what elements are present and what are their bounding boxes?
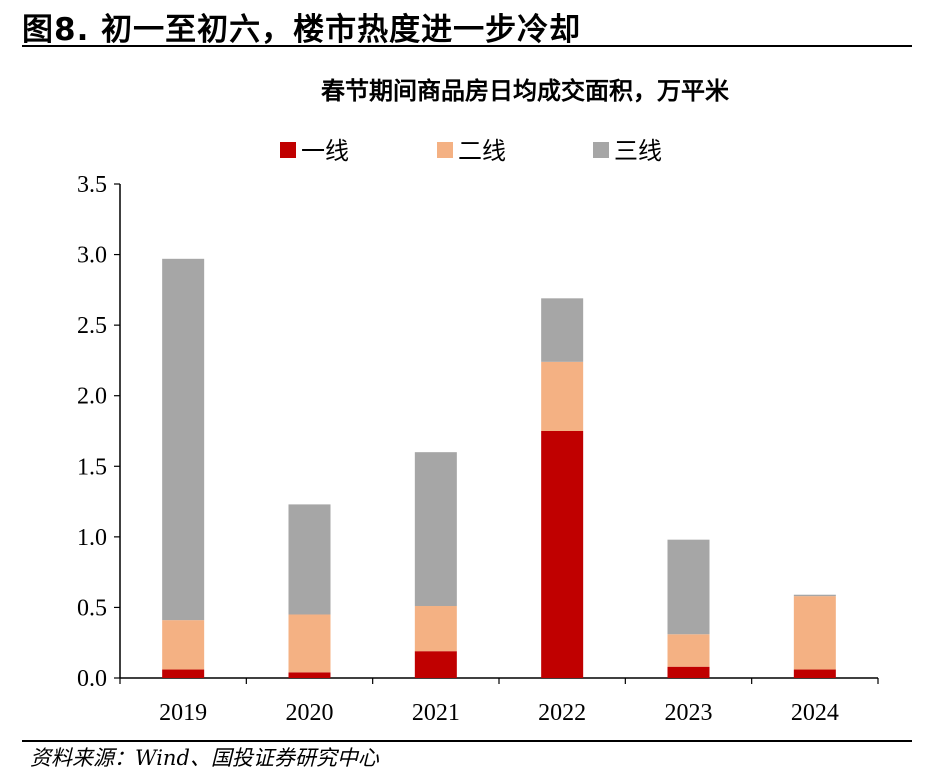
x-axis: 2019 2020 2021 2022 2023 2024 [119, 677, 879, 726]
bar-2021-series-3 [414, 452, 457, 607]
y-tick-label: 1.5 [77, 454, 107, 480]
bar-2024-series-2 [793, 596, 836, 670]
bar-2022-series-1 [541, 431, 584, 678]
source-note: 资料来源：Wind、国投证券研究中心 [30, 746, 379, 770]
x-tick-label: 2024 [791, 700, 839, 726]
legend-label-1: 一线 [301, 137, 349, 165]
y-tick-label: 3.0 [77, 243, 107, 269]
x-tick-label: 2020 [286, 700, 334, 726]
bar-2023-series-3 [667, 539, 710, 635]
bar-2020-series-2 [288, 614, 331, 673]
y-tick-label: 2.5 [77, 313, 107, 339]
legend-label-2: 二线 [458, 137, 506, 165]
legend-swatch-3 [593, 142, 609, 158]
bar-2022-series-2 [541, 361, 584, 431]
y-tick-label: 0.5 [77, 595, 107, 621]
y-axis: 0.0 0.5 1.0 1.5 2.0 2.5 3.0 3.5 [77, 172, 121, 692]
x-tick-label: 2023 [665, 700, 713, 726]
y-tick-label: 1.0 [77, 525, 107, 551]
bars [162, 258, 836, 678]
bar-2022-series-3 [541, 298, 584, 362]
bar-2019-series-2 [162, 620, 205, 670]
title-rule [22, 45, 912, 47]
bar-2020-series-1 [288, 672, 331, 678]
legend-label-3: 三线 [614, 137, 662, 165]
stacked-bar-chart: 春节期间商品房日均成交面积，万平米 一线 二线 三线 0.0 0.5 1.0 1.5 2.0… [77, 77, 879, 726]
legend: 一线 二线 三线 [280, 137, 662, 165]
bar-2024-series-3 [793, 594, 836, 597]
bar-2020-series-3 [288, 504, 331, 615]
legend-swatch-1 [280, 142, 296, 158]
y-tick-label: 3.5 [77, 172, 107, 198]
bar-2021-series-2 [414, 606, 457, 652]
x-tick-label: 2022 [538, 700, 586, 726]
x-tick-label: 2019 [159, 700, 207, 726]
bar-2023-series-1 [667, 666, 710, 678]
legend-swatch-2 [437, 142, 453, 158]
source-rule [22, 740, 912, 742]
bar-2021-series-1 [414, 651, 457, 678]
bar-2024-series-1 [793, 669, 836, 678]
chart-title: 春节期间商品房日均成交面积，万平米 [321, 77, 729, 105]
y-tick-label: 0.0 [77, 666, 107, 692]
bar-2023-series-2 [667, 634, 710, 667]
figure-title: 图8. 初一至初六，楼市热度进一步冷却 [22, 12, 582, 48]
bar-2019-series-3 [162, 258, 205, 621]
bar-2019-series-1 [162, 669, 205, 678]
x-tick-label: 2021 [412, 700, 460, 726]
y-tick-label: 2.0 [77, 384, 107, 410]
